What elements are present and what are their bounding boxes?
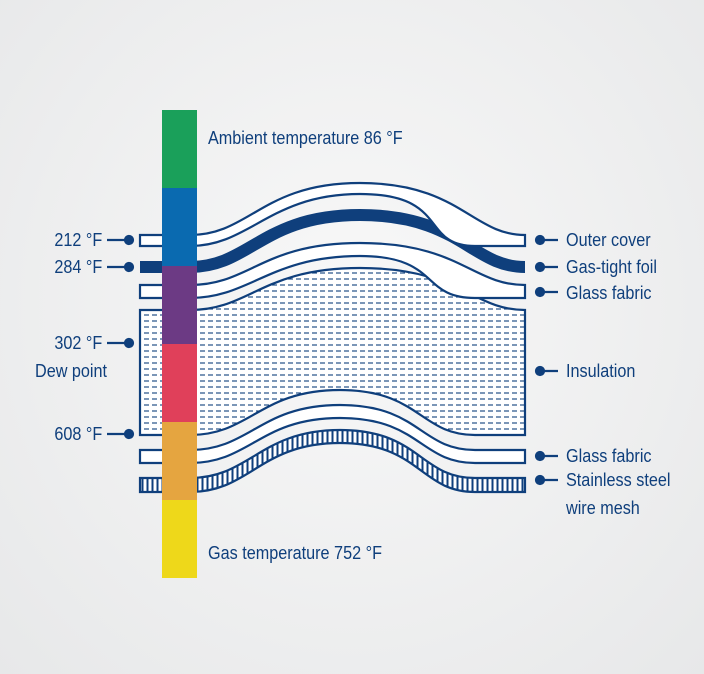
left-connectors [107,234,135,440]
gas-temperature-label: Gas temperature 752 °F [208,543,382,563]
glass-fabric-bottom-layer [138,403,527,465]
glass-fabric-bottom-label: Glass fabric [566,446,652,466]
glass-fabric-top-label: Glass fabric [566,283,652,303]
wire-mesh-label-line1: Stainless steel [566,470,671,490]
glass-fabric-top-layer [138,241,527,300]
temp-608-label: 608 °F [54,424,102,444]
insulation-layer [138,266,527,437]
orange-segment [162,422,197,501]
insulation-label: Insulation [566,361,636,381]
blue-segment [162,188,197,267]
temp-212-label: 212 °F [54,230,102,250]
dew-point-label: Dew point [34,361,107,381]
gas-segment [162,500,197,578]
right-connectors [534,234,558,486]
red-segment [162,344,197,423]
gas-tight-foil-layer [140,208,526,273]
temp-302-label: 302 °F [54,333,102,353]
ambient-segment [162,110,197,189]
purple-segment [162,266,197,345]
temp-284-label: 284 °F [54,257,102,277]
wire-mesh-layer [138,428,527,494]
wire-mesh-label-line2: wire mesh [566,498,640,518]
gas-tight-foil-label: Gas-tight foil [566,257,657,277]
outer-cover-label: Outer cover [566,230,651,250]
temperature-bar [162,110,197,578]
ambient-temperature-label: Ambient temperature 86 °F [208,128,403,148]
outer-cover-layer [138,181,527,248]
